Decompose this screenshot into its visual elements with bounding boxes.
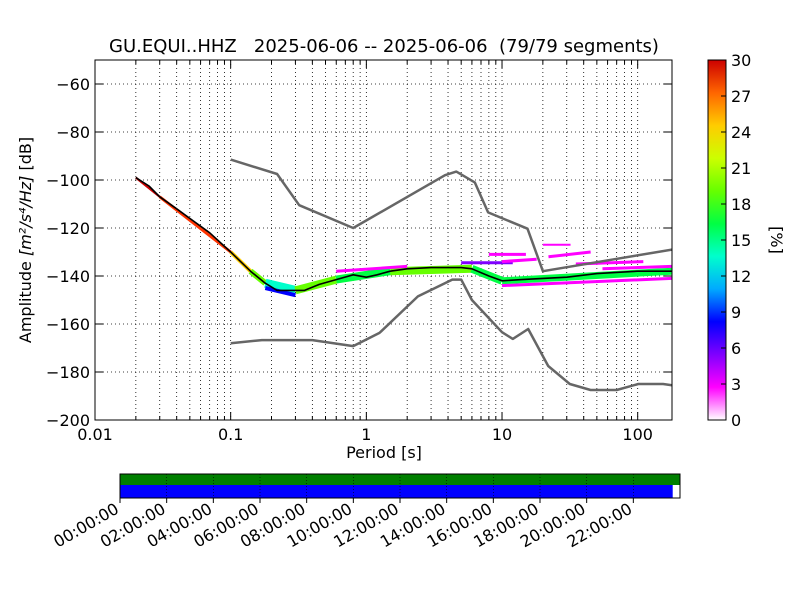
- colorbar-tick-label: 30: [731, 51, 751, 70]
- colorbar-tick-label: 6: [731, 339, 741, 358]
- series-lines: [135, 158, 672, 392]
- heat-band: [264, 286, 296, 298]
- y-tick-label: −140: [46, 267, 90, 286]
- chart-title: GU.EQUI..HHZ 2025-06-06 -- 2025-06-06 (7…: [109, 36, 659, 57]
- y-tick-label: −80: [56, 123, 90, 142]
- x-tick-label: 1: [361, 425, 371, 444]
- y-axis-label-suffix: [dB]: [16, 137, 35, 176]
- heat-band: [501, 276, 672, 288]
- x-tick-label: 100: [622, 425, 653, 444]
- colorbar-tick-label: 3: [731, 375, 741, 394]
- colorbar-tick-label: 21: [731, 159, 751, 178]
- colorbar-tick-label: 12: [731, 267, 751, 286]
- y-axis-ticks: −60 −80 −100 −120 −140 −160 −180 −200: [46, 75, 672, 430]
- heat-band: [335, 267, 391, 284]
- colorbar-label: [%]: [767, 226, 786, 254]
- heatmap-cells: [135, 176, 672, 298]
- y-axis-label: Amplitude [m²/s⁴/Hz] [dB]: [16, 137, 35, 343]
- colorbar-tick-label: 18: [731, 195, 751, 214]
- y-tick-label: −100: [46, 171, 90, 190]
- x-axis-label: Period [s]: [346, 443, 422, 462]
- y-tick-label: −180: [46, 363, 90, 382]
- y-tick-label: −160: [46, 315, 90, 334]
- colorbar-tick-label: 0: [731, 411, 741, 430]
- x-tick-label: 0.1: [218, 425, 243, 444]
- heat-outlier: [602, 264, 672, 271]
- colorbar-tick-label: 9: [731, 303, 741, 322]
- noise-model-line: [230, 278, 672, 392]
- y-axis-label-prefix: Amplitude: [16, 256, 35, 343]
- colorbar-tick-label: 15: [731, 231, 751, 250]
- heat-outlier: [501, 257, 537, 264]
- y-tick-label: −120: [46, 219, 90, 238]
- colorbar-ticks: 0 3 6 9 12 15 18 21 24 27 30: [721, 51, 751, 430]
- x-axis-ticks: 0.01 0.1 1 10 100: [77, 60, 653, 444]
- timeline-available-bar: [120, 474, 680, 485]
- heat-band: [264, 278, 297, 295]
- grid-lines: [94, 60, 672, 421]
- y-axis-label-units: [m²/s⁴/Hz]: [16, 176, 35, 256]
- x-tick-label: 10: [492, 425, 512, 444]
- x-tick-label: 0.01: [77, 425, 113, 444]
- timeline-used-bar: [120, 485, 673, 498]
- noise-model-line: [230, 158, 672, 273]
- plot-frame: [94, 59, 673, 421]
- y-tick-label: −200: [46, 411, 90, 430]
- heat-band: [336, 264, 408, 273]
- heat-band: [390, 264, 473, 276]
- heat-outlier: [548, 250, 591, 259]
- colorbar-tick-label: 24: [731, 123, 751, 142]
- mode-line: [135, 176, 672, 292]
- y-tick-label: −60: [56, 75, 90, 94]
- colorbar-tick-label: 27: [731, 87, 751, 106]
